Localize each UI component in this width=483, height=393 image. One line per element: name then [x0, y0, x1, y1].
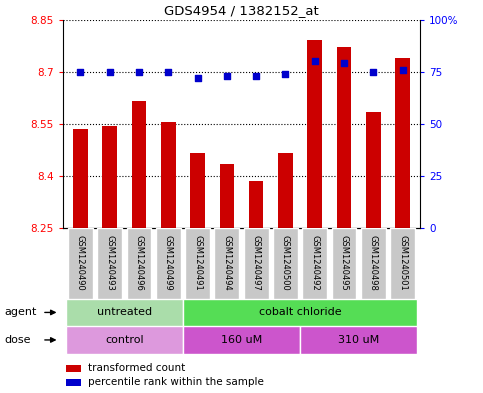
- Point: [194, 75, 201, 81]
- Bar: [73, 129, 88, 228]
- Bar: [66, 299, 183, 326]
- Bar: [185, 228, 210, 299]
- Title: GDS4954 / 1382152_at: GDS4954 / 1382152_at: [164, 4, 319, 17]
- Bar: [249, 181, 263, 228]
- Bar: [68, 228, 93, 299]
- Point: [311, 58, 319, 64]
- Bar: [244, 228, 269, 299]
- Bar: [127, 228, 151, 299]
- Text: dose: dose: [5, 335, 31, 345]
- Bar: [307, 40, 322, 228]
- Text: GSM1240494: GSM1240494: [222, 235, 231, 291]
- Bar: [132, 101, 146, 228]
- Text: GSM1240492: GSM1240492: [310, 235, 319, 291]
- Text: GSM1240490: GSM1240490: [76, 235, 85, 291]
- Bar: [66, 379, 81, 386]
- Point: [369, 68, 377, 75]
- Text: transformed count: transformed count: [88, 363, 185, 373]
- Point: [340, 60, 348, 66]
- Bar: [66, 326, 183, 354]
- Bar: [278, 153, 293, 228]
- Point: [252, 73, 260, 79]
- Text: cobalt chloride: cobalt chloride: [259, 307, 341, 318]
- Text: 160 uM: 160 uM: [221, 335, 262, 345]
- Text: GSM1240500: GSM1240500: [281, 235, 290, 291]
- Bar: [332, 228, 356, 299]
- Text: agent: agent: [5, 307, 37, 318]
- Point: [76, 68, 84, 75]
- Bar: [220, 164, 234, 228]
- Text: GSM1240496: GSM1240496: [134, 235, 143, 291]
- Text: GSM1240491: GSM1240491: [193, 235, 202, 291]
- Text: 310 uM: 310 uM: [338, 335, 379, 345]
- Bar: [156, 228, 181, 299]
- Text: control: control: [105, 335, 143, 345]
- Bar: [214, 228, 239, 299]
- Point: [106, 68, 114, 75]
- Text: GSM1240498: GSM1240498: [369, 235, 378, 291]
- Point: [164, 68, 172, 75]
- Bar: [395, 58, 410, 228]
- Point: [399, 66, 407, 73]
- Bar: [161, 122, 176, 228]
- Bar: [273, 228, 298, 299]
- Bar: [337, 48, 351, 228]
- Point: [282, 71, 289, 77]
- Text: GSM1240495: GSM1240495: [340, 235, 349, 291]
- Point: [223, 73, 231, 79]
- Text: GSM1240497: GSM1240497: [252, 235, 261, 291]
- Bar: [361, 228, 386, 299]
- Text: percentile rank within the sample: percentile rank within the sample: [88, 377, 264, 387]
- Bar: [66, 365, 81, 372]
- Text: GSM1240493: GSM1240493: [105, 235, 114, 291]
- Text: GSM1240499: GSM1240499: [164, 235, 173, 291]
- Bar: [390, 228, 415, 299]
- Text: GSM1240501: GSM1240501: [398, 235, 407, 291]
- Point: [135, 68, 143, 75]
- Bar: [183, 326, 300, 354]
- Bar: [102, 125, 117, 228]
- Bar: [300, 326, 417, 354]
- Bar: [97, 228, 122, 299]
- Text: untreated: untreated: [97, 307, 152, 318]
- Bar: [302, 228, 327, 299]
- Bar: [366, 112, 381, 228]
- Bar: [183, 299, 417, 326]
- Bar: [190, 153, 205, 228]
